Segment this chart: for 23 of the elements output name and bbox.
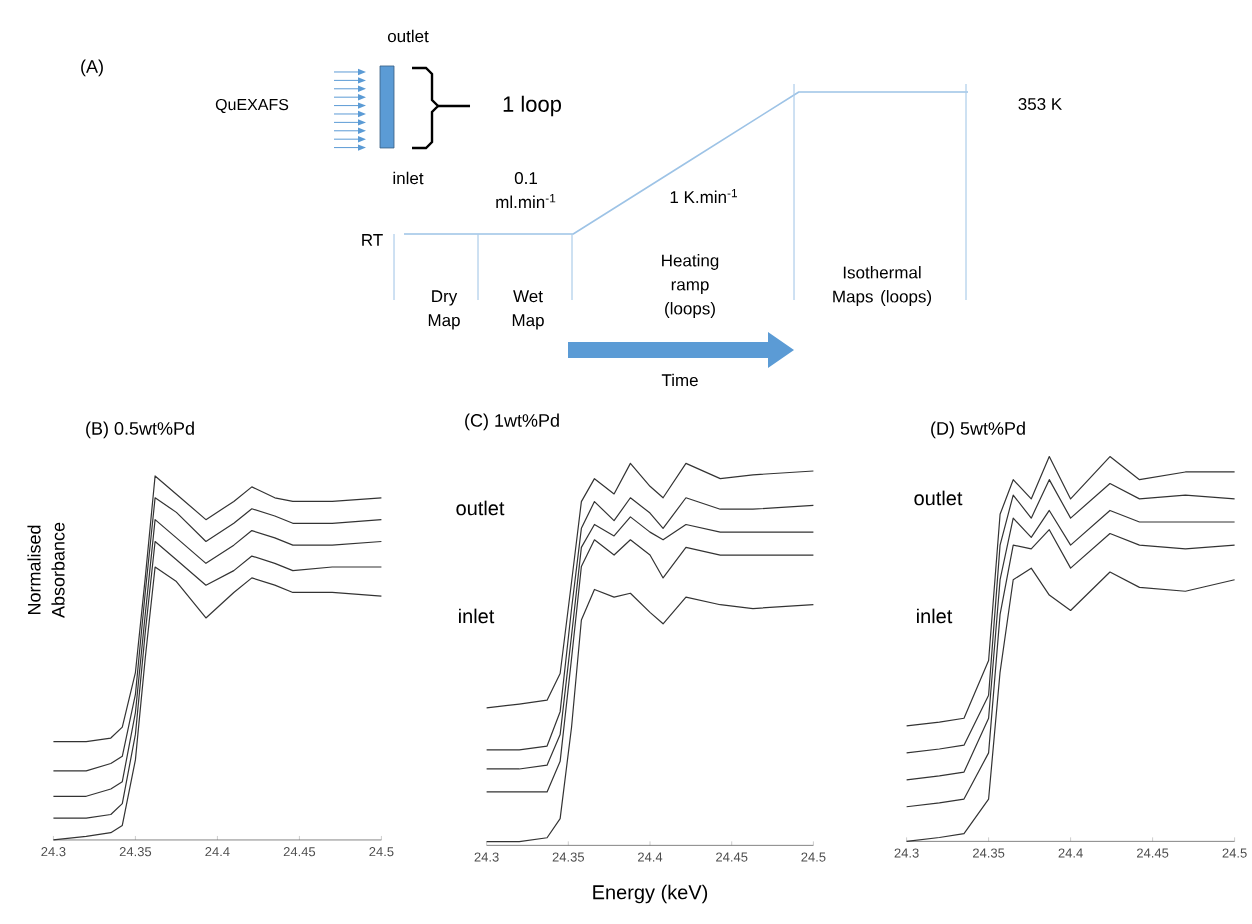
annotation: inlet: [917, 608, 953, 624]
text: outlet: [387, 29, 429, 43]
text: Wet Map: [512, 290, 544, 330]
annotation: inlet: [393, 171, 424, 185]
annotation: outlet: [914, 490, 963, 506]
y-axis-title: Normalised Absorbance: [27, 522, 65, 618]
text: Dry Map: [428, 290, 460, 330]
annotation: outlet: [456, 500, 505, 516]
text: QuEXAFS: [215, 98, 289, 114]
text: Isothermal Maps (loops): [833, 266, 932, 306]
annotation: 1 loop: [503, 95, 561, 117]
chart-title: (B) 0.5wt%Pd: [86, 421, 194, 439]
text: Time: [661, 373, 698, 387]
annotation: 0.1 ml.min$^{-1}$: [496, 172, 556, 208]
text: 353 K: [1018, 97, 1062, 110]
annotation: 1 K.min$^{-1}$: [670, 189, 738, 203]
annotation: inlet: [459, 608, 495, 624]
text: (A): [81, 59, 103, 77]
text: RT: [362, 234, 383, 246]
chart-title: (D) 5wt%Pd: [931, 421, 1025, 439]
text: Heating ramp (loops): [662, 254, 719, 318]
chart-title: (C) 1wt%Pd: [465, 413, 559, 431]
x-axis-title: Energy (keV): [593, 884, 708, 904]
